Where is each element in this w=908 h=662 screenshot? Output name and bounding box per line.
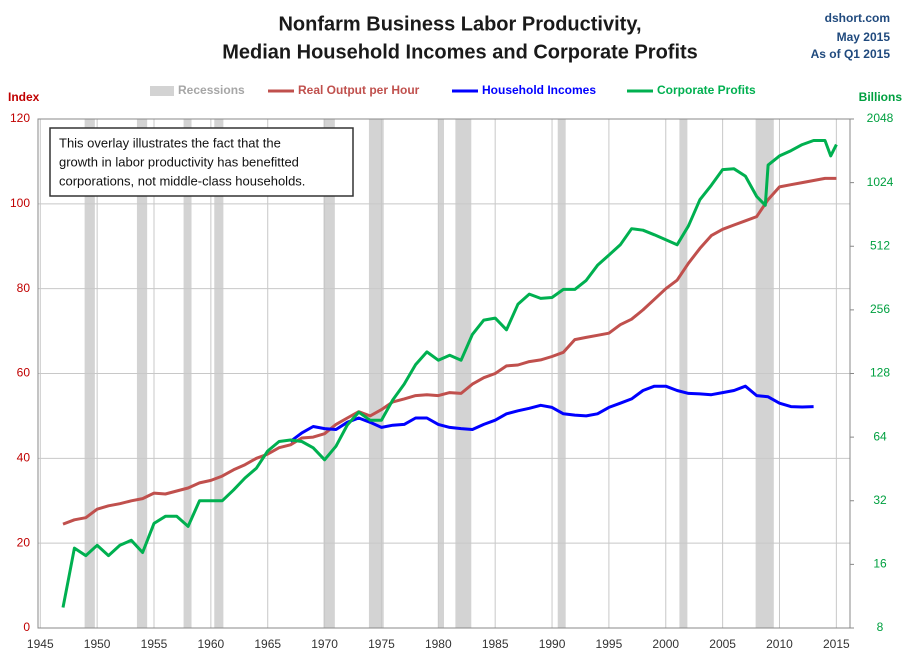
source: As of Q1 2015 [811,47,891,61]
x-tick-label: 1990 [539,637,566,651]
x-tick-label: 2010 [766,637,793,651]
annotation-text: This overlay illustrates the fact that t… [59,135,281,150]
y2-axis-label: Billions [859,90,903,104]
y-tick-label: 0 [23,620,30,634]
y2-tick-label: 8 [877,620,884,634]
annotation-text: corporations, not middle-class household… [59,173,305,188]
source: dshort.com [825,11,890,25]
annotation-text: growth in labor productivity has benefit… [59,154,299,169]
y2-tick-label: 2048 [867,111,894,125]
x-tick-label: 1995 [596,637,623,651]
y-tick-label: 60 [17,366,31,380]
chart-title: Nonfarm Business Labor Productivity, [278,13,641,35]
x-tick-label: 1945 [27,637,54,651]
legend-label: Household Incomes [482,83,596,97]
chart-title: Median Household Incomes and Corporate P… [222,41,698,63]
y2-tick-label: 64 [873,429,887,443]
y-tick-label: 100 [10,196,30,210]
x-tick-label: 1975 [368,637,395,651]
legend-label: Recessions [178,83,245,97]
legend-label: Real Output per Hour [298,83,420,97]
y2-tick-label: 128 [870,366,890,380]
x-tick-label: 1955 [141,637,168,651]
plot-frame [37,118,851,629]
x-tick-label: 2015 [823,637,850,651]
x-tick-label: 1965 [254,637,281,651]
y2-tick-label: 32 [873,493,887,507]
y2-tick-label: 1024 [867,175,894,189]
series-line [61,139,838,608]
legend-swatch [150,86,174,96]
x-tick-label: 2005 [709,637,736,651]
y-tick-label: 40 [17,451,31,465]
y-tick-label: 20 [17,535,31,549]
x-tick-label: 1950 [84,637,111,651]
source: May 2015 [837,30,891,44]
legend-label: Corporate Profits [657,83,756,97]
annotation-box [49,127,354,197]
series-line [62,176,837,526]
y-tick-label: 120 [10,111,30,125]
x-tick-label: 1980 [425,637,452,651]
y-tick-label: 80 [17,281,31,295]
y-axis-label: Index [8,90,40,104]
series-line [289,384,814,443]
x-tick-label: 2000 [652,637,679,651]
x-tick-label: 1985 [482,637,509,651]
y2-tick-label: 256 [870,302,890,316]
y2-tick-label: 16 [873,557,887,571]
x-tick-label: 1960 [198,637,225,651]
y2-tick-label: 512 [870,238,890,252]
x-tick-label: 1970 [311,637,338,651]
